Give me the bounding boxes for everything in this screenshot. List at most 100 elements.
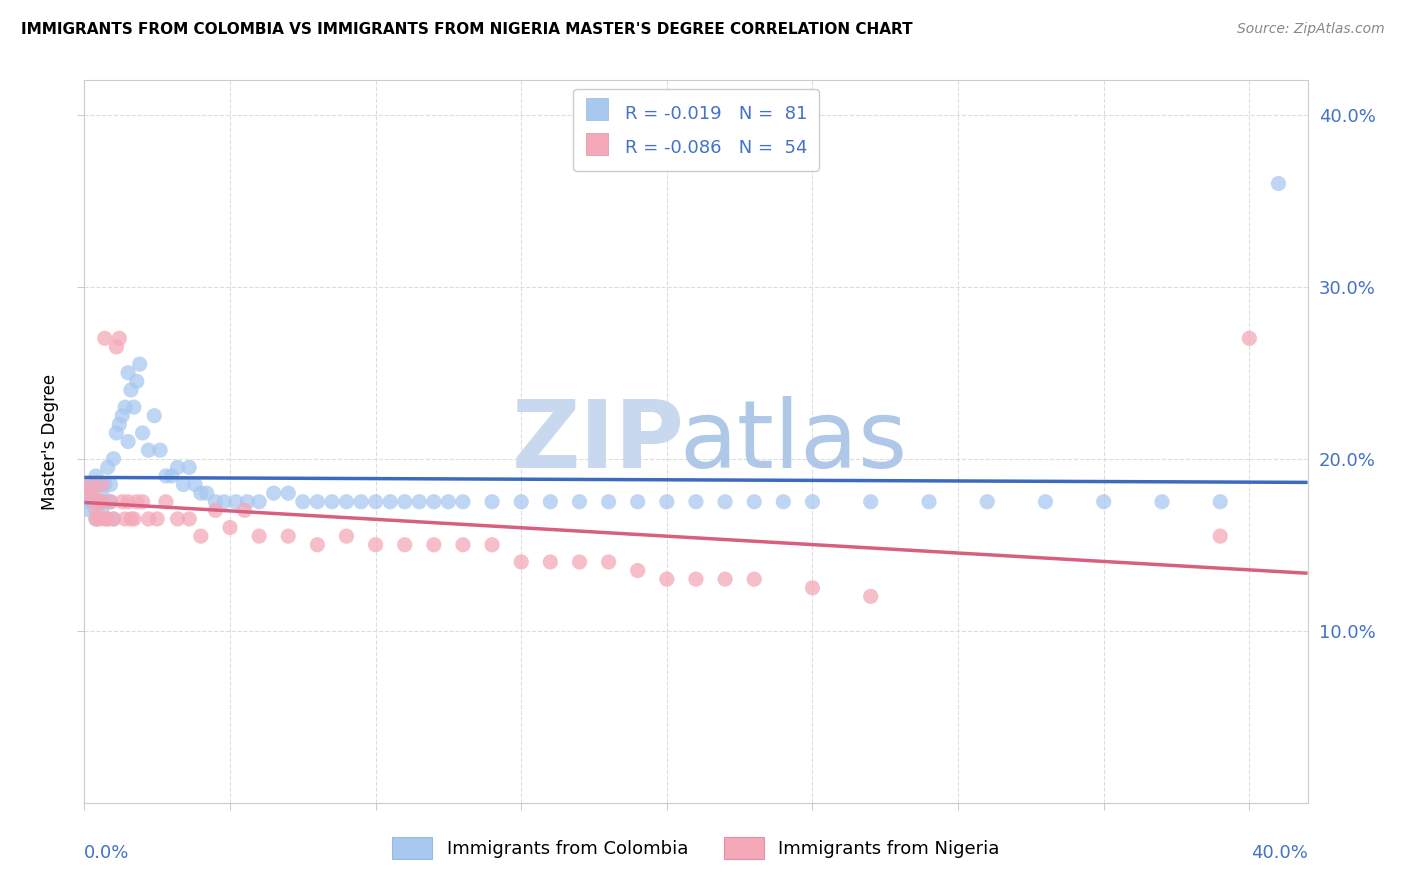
Point: [166, 460, 188, 475]
Point: [184, 477, 207, 491]
Point: [1209, 494, 1232, 508]
Point: [87, 494, 110, 508]
Point: [714, 572, 737, 586]
Point: [1209, 529, 1232, 543]
Point: [146, 512, 169, 526]
Point: [350, 494, 373, 508]
Point: [219, 520, 242, 534]
Point: [149, 443, 172, 458]
Point: [655, 572, 678, 586]
Point: [742, 494, 765, 508]
Point: [364, 538, 387, 552]
Point: [437, 494, 460, 508]
Point: [321, 494, 343, 508]
Point: [195, 486, 218, 500]
Point: [481, 494, 503, 508]
Point: [1239, 331, 1261, 345]
Text: 0.0%: 0.0%: [84, 845, 129, 863]
Point: [568, 555, 591, 569]
Point: [111, 494, 134, 508]
Point: [97, 460, 120, 475]
Point: [90, 477, 112, 491]
Point: [772, 494, 794, 508]
Point: [1150, 494, 1173, 508]
Point: [598, 494, 620, 508]
Point: [277, 529, 299, 543]
Point: [87, 477, 110, 491]
Text: 40.0%: 40.0%: [1251, 845, 1308, 863]
Point: [97, 512, 120, 526]
Point: [125, 375, 148, 389]
Point: [918, 494, 941, 508]
Point: [394, 538, 416, 552]
Point: [568, 494, 591, 508]
Point: [90, 486, 112, 500]
Point: [801, 494, 824, 508]
Legend: Immigrants from Colombia, Immigrants from Nigeria: Immigrants from Colombia, Immigrants fro…: [385, 830, 1007, 866]
Point: [103, 512, 125, 526]
Point: [976, 494, 998, 508]
Text: ZIP: ZIP: [512, 395, 685, 488]
Point: [179, 460, 201, 475]
Point: [233, 503, 256, 517]
Point: [160, 469, 183, 483]
Point: [108, 417, 131, 432]
Point: [143, 409, 166, 423]
Point: [125, 494, 148, 508]
Text: Source: ZipAtlas.com: Source: ZipAtlas.com: [1237, 22, 1385, 37]
Point: [408, 494, 430, 508]
Point: [801, 581, 824, 595]
Point: [128, 357, 150, 371]
Point: [100, 494, 122, 508]
Point: [1267, 177, 1289, 191]
Text: IMMIGRANTS FROM COLOMBIA VS IMMIGRANTS FROM NIGERIA MASTER'S DEGREE CORRELATION : IMMIGRANTS FROM COLOMBIA VS IMMIGRANTS F…: [21, 22, 912, 37]
Point: [100, 477, 122, 491]
Point: [627, 494, 650, 508]
Point: [627, 564, 650, 578]
Point: [103, 512, 125, 526]
Point: [538, 555, 561, 569]
Point: [155, 494, 177, 508]
Point: [111, 409, 134, 423]
Point: [79, 477, 101, 491]
Point: [155, 469, 177, 483]
Point: [335, 529, 357, 543]
Point: [179, 512, 201, 526]
Point: [685, 494, 707, 508]
Point: [364, 494, 387, 508]
Point: [93, 494, 115, 508]
Point: [538, 494, 561, 508]
Point: [166, 512, 188, 526]
Text: atlas: atlas: [679, 395, 908, 488]
Point: [131, 425, 153, 440]
Point: [1035, 494, 1057, 508]
Point: [82, 494, 104, 508]
Point: [1092, 494, 1115, 508]
Point: [79, 486, 101, 500]
Point: [79, 503, 101, 517]
Point: [451, 494, 474, 508]
Point: [82, 477, 104, 491]
Point: [598, 555, 620, 569]
Point: [510, 555, 533, 569]
Point: [122, 512, 145, 526]
Point: [247, 529, 270, 543]
Point: [307, 494, 329, 508]
Point: [394, 494, 416, 508]
Point: [172, 477, 194, 491]
Point: [97, 512, 120, 526]
Point: [84, 512, 107, 526]
Point: [90, 494, 112, 508]
Point: [277, 486, 299, 500]
Point: [90, 503, 112, 517]
Point: [117, 494, 139, 508]
Point: [138, 512, 160, 526]
Point: [236, 494, 259, 508]
Point: [93, 512, 115, 526]
Point: [204, 494, 226, 508]
Point: [510, 494, 533, 508]
Point: [131, 494, 153, 508]
Point: [291, 494, 314, 508]
Point: [105, 425, 128, 440]
Point: [742, 572, 765, 586]
